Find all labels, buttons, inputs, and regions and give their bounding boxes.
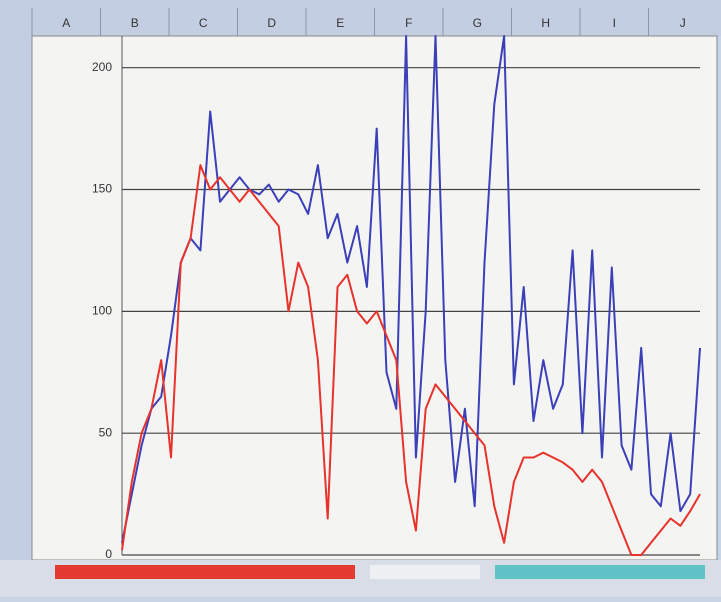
column-header: G [473, 16, 482, 30]
spreadsheet: A B C D E F G H I J 0 50 100 150 200 [0, 0, 721, 597]
y-tick-label: 50 [99, 425, 113, 439]
y-tick-label: 150 [92, 182, 112, 196]
column-header: C [199, 16, 208, 30]
column-header: E [336, 16, 344, 30]
column-header: F [405, 16, 412, 30]
page: {"columns": ["A", "B", "C", "D", "E", "F… [0, 0, 721, 597]
y-tick-label: 0 [105, 547, 112, 561]
column-header: D [267, 16, 276, 30]
y-tick-label: 200 [92, 60, 112, 74]
row-header-bar [0, 36, 32, 560]
column-header: H [541, 16, 550, 30]
y-tick-label: 100 [92, 304, 112, 318]
sheet-tab[interactable] [495, 565, 705, 579]
column-header: I [613, 16, 616, 30]
column-header: A [62, 16, 70, 30]
sheet-tab[interactable] [55, 565, 355, 579]
column-header: B [131, 16, 139, 30]
sheet-tab[interactable] [370, 565, 480, 579]
column-header: J [680, 16, 686, 30]
